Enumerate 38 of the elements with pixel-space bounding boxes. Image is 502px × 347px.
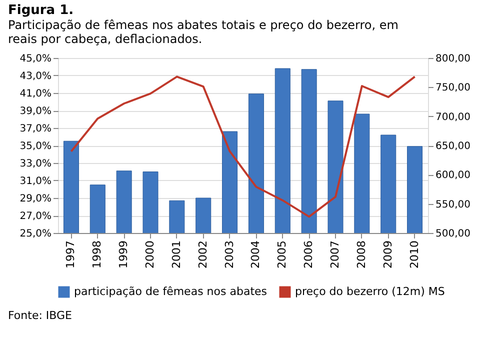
y-tick-label: 43,0% — [20, 71, 52, 82]
legend-label: participação de fêmeas nos abates — [74, 285, 268, 298]
y-tick-label: 35,0% — [20, 141, 52, 152]
x-tick-label: 2001 — [170, 240, 183, 268]
y-tick-label: 39,0% — [20, 106, 52, 117]
x-tick-label: 2009 — [381, 240, 394, 268]
y2-tick-label: 700,00 — [436, 112, 470, 123]
y2-tick-label: 750,00 — [436, 82, 470, 94]
y-tick-label: 27,0% — [20, 211, 52, 222]
y-tick-label: 45,0% — [20, 54, 52, 64]
x-tick-label: 2006 — [302, 240, 316, 268]
chart-subtitle: Participação de fêmeas nos abates totais e preço do bezerro, em reais por cabeça, deflacionados. — [8, 18, 398, 46]
x-tick-label: 1997 — [64, 240, 78, 268]
x-tick-label: 2000 — [144, 240, 156, 268]
x-tick-label: 2003 — [222, 240, 236, 268]
x-tick-label: 1999 — [117, 240, 130, 268]
y-tick-label: 37,0% — [20, 124, 52, 134]
x-tick-label: 2005 — [276, 240, 289, 268]
y2-tick-label: 800,00 — [436, 54, 470, 64]
line-series — [70, 76, 416, 218]
source-note: Fonte: IBGE — [8, 309, 72, 322]
y-tick-label: 33,0% — [20, 158, 52, 170]
legend-label: preço do bezerro (12m) MS — [295, 285, 445, 298]
y2-tick-label: 500,00 — [436, 228, 470, 240]
y-tick-label: 29,0% — [20, 194, 52, 204]
y-tick-label: 31,0% — [20, 176, 52, 187]
y-tick-label: 25,0% — [20, 228, 52, 240]
y-tick-label: 41,0% — [20, 88, 52, 100]
x-tick-label: 2007 — [328, 240, 342, 268]
x-tick-label: 2002 — [196, 240, 210, 268]
y2-tick-label: 600,00 — [436, 170, 470, 182]
y2-tick-label: 550,00 — [436, 199, 470, 210]
x-tick-label: 2010 — [408, 240, 421, 268]
chart-title: Figura 1. — [8, 3, 74, 18]
y2-tick-label: 650,00 — [436, 141, 470, 152]
x-tick-label: 2008 — [354, 240, 368, 268]
x-tick-label: 1998 — [90, 240, 104, 268]
x-tick-label: 2004 — [249, 240, 262, 268]
